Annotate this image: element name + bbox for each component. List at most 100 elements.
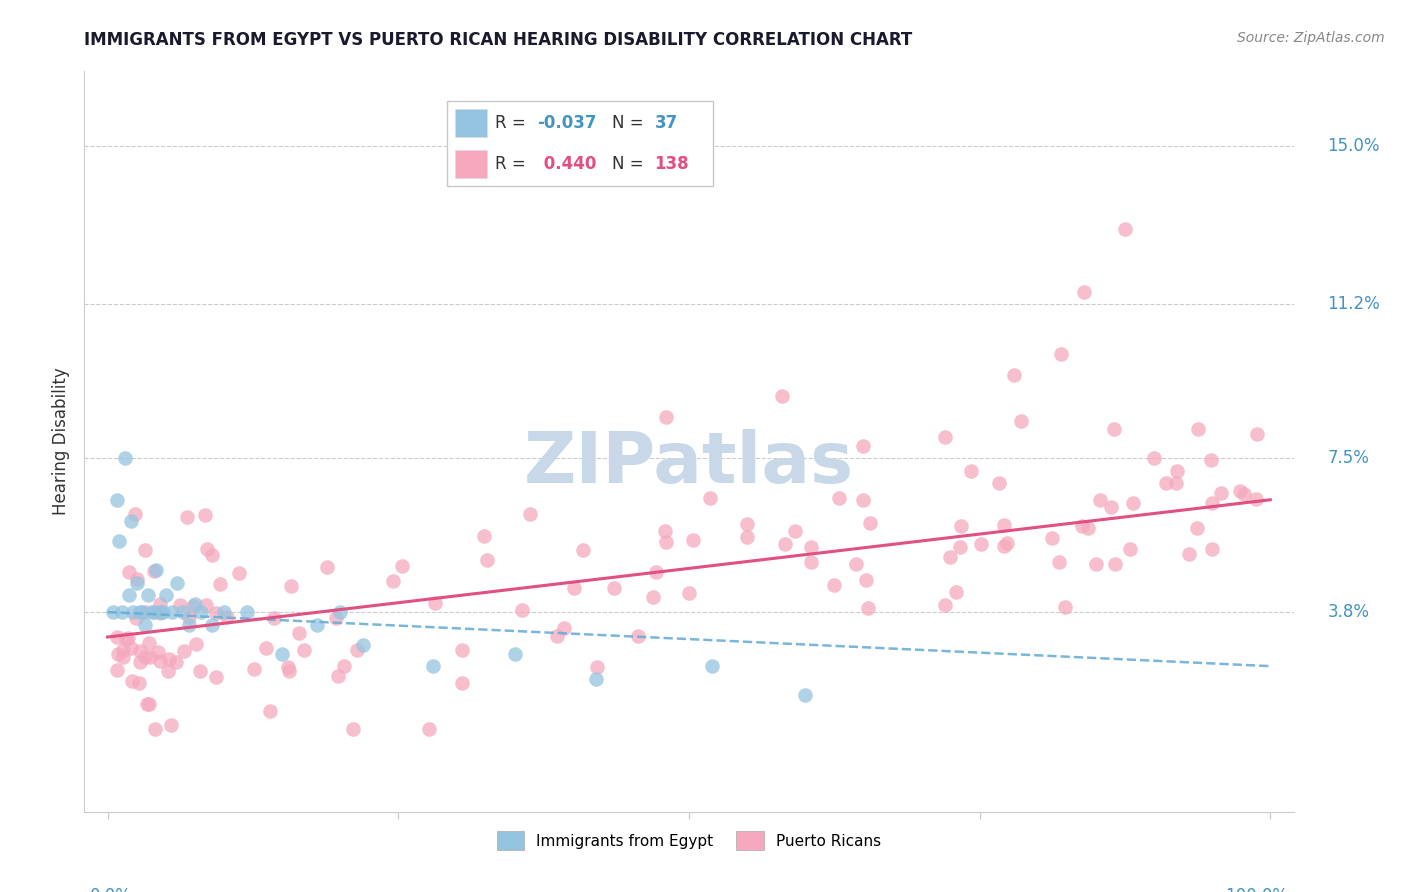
Point bbox=[152, 605, 174, 619]
Point bbox=[129, 605, 152, 619]
Point bbox=[1201, 541, 1223, 556]
Point bbox=[939, 550, 962, 565]
Text: 7.5%: 7.5% bbox=[1327, 450, 1369, 467]
Point bbox=[425, 596, 447, 610]
Point bbox=[1122, 496, 1144, 510]
Point bbox=[1246, 427, 1268, 442]
Point bbox=[107, 663, 129, 677]
Point bbox=[472, 529, 495, 543]
Point bbox=[945, 585, 967, 599]
Point bbox=[654, 524, 676, 538]
Point bbox=[149, 605, 172, 619]
Point bbox=[949, 540, 972, 554]
Point bbox=[1085, 557, 1108, 571]
Point bbox=[1073, 285, 1095, 299]
Point bbox=[139, 650, 162, 665]
Point bbox=[173, 644, 195, 658]
Point bbox=[1104, 557, 1126, 571]
Point bbox=[352, 638, 374, 652]
Point bbox=[129, 655, 152, 669]
Point bbox=[117, 631, 139, 645]
Point bbox=[333, 659, 356, 673]
Text: 0.0%: 0.0% bbox=[90, 887, 132, 892]
Point bbox=[770, 389, 793, 403]
Point bbox=[451, 642, 474, 657]
Point bbox=[242, 662, 264, 676]
Point bbox=[190, 665, 212, 679]
Point bbox=[205, 606, 228, 620]
Point bbox=[1143, 451, 1166, 466]
Text: 11.2%: 11.2% bbox=[1327, 295, 1381, 313]
Point bbox=[134, 543, 156, 558]
Point bbox=[1050, 347, 1073, 361]
Point bbox=[176, 510, 198, 524]
Point bbox=[228, 566, 250, 580]
Point bbox=[1099, 500, 1122, 514]
Point bbox=[1114, 222, 1136, 236]
Point bbox=[184, 636, 207, 650]
Point bbox=[112, 643, 135, 657]
Point bbox=[1077, 521, 1099, 535]
Point bbox=[114, 632, 136, 646]
Text: 100.0%: 100.0% bbox=[1225, 887, 1288, 892]
Point bbox=[553, 621, 575, 635]
Point bbox=[259, 704, 281, 718]
Point bbox=[585, 672, 607, 686]
Point bbox=[190, 605, 212, 619]
Point bbox=[160, 718, 183, 732]
Point bbox=[451, 676, 474, 690]
Point bbox=[108, 534, 131, 549]
Point bbox=[586, 660, 609, 674]
Text: 3.8%: 3.8% bbox=[1327, 603, 1369, 621]
Point bbox=[1187, 521, 1209, 535]
Point bbox=[111, 650, 134, 665]
Point bbox=[136, 589, 159, 603]
Point bbox=[1040, 532, 1063, 546]
Point bbox=[1166, 464, 1188, 478]
Point bbox=[263, 610, 285, 624]
Point bbox=[1070, 519, 1092, 533]
Point bbox=[125, 576, 148, 591]
Point bbox=[277, 660, 299, 674]
Text: ZIPatlas: ZIPatlas bbox=[524, 429, 853, 499]
Point bbox=[195, 542, 218, 557]
Point bbox=[134, 650, 156, 665]
Point bbox=[124, 507, 146, 521]
Point bbox=[134, 617, 156, 632]
Point bbox=[329, 605, 352, 619]
Point bbox=[1178, 548, 1201, 562]
Point bbox=[773, 536, 796, 550]
Point bbox=[1090, 492, 1112, 507]
Point bbox=[136, 697, 159, 711]
Point bbox=[641, 591, 664, 605]
Point bbox=[1199, 452, 1222, 467]
Point bbox=[995, 535, 1018, 549]
Point bbox=[326, 669, 349, 683]
Point bbox=[120, 641, 142, 656]
Point bbox=[987, 475, 1010, 490]
Point bbox=[169, 598, 191, 612]
Point bbox=[110, 605, 132, 619]
Point bbox=[129, 644, 152, 658]
Point bbox=[156, 664, 179, 678]
Point bbox=[177, 610, 200, 624]
Y-axis label: Hearing Disability: Hearing Disability bbox=[52, 368, 70, 516]
Point bbox=[1010, 413, 1032, 427]
Point bbox=[135, 606, 157, 620]
Point bbox=[212, 605, 235, 619]
Point bbox=[172, 605, 194, 619]
Point bbox=[125, 611, 148, 625]
Point bbox=[845, 557, 868, 571]
Point bbox=[183, 599, 205, 614]
Point bbox=[107, 647, 129, 661]
Point bbox=[859, 516, 882, 530]
Point bbox=[562, 581, 585, 595]
Point bbox=[201, 549, 224, 563]
Point bbox=[823, 578, 845, 592]
Point bbox=[143, 605, 166, 619]
Point bbox=[934, 598, 956, 612]
Point bbox=[627, 629, 650, 643]
Point bbox=[114, 451, 136, 466]
Point bbox=[572, 542, 595, 557]
Point bbox=[970, 537, 993, 551]
